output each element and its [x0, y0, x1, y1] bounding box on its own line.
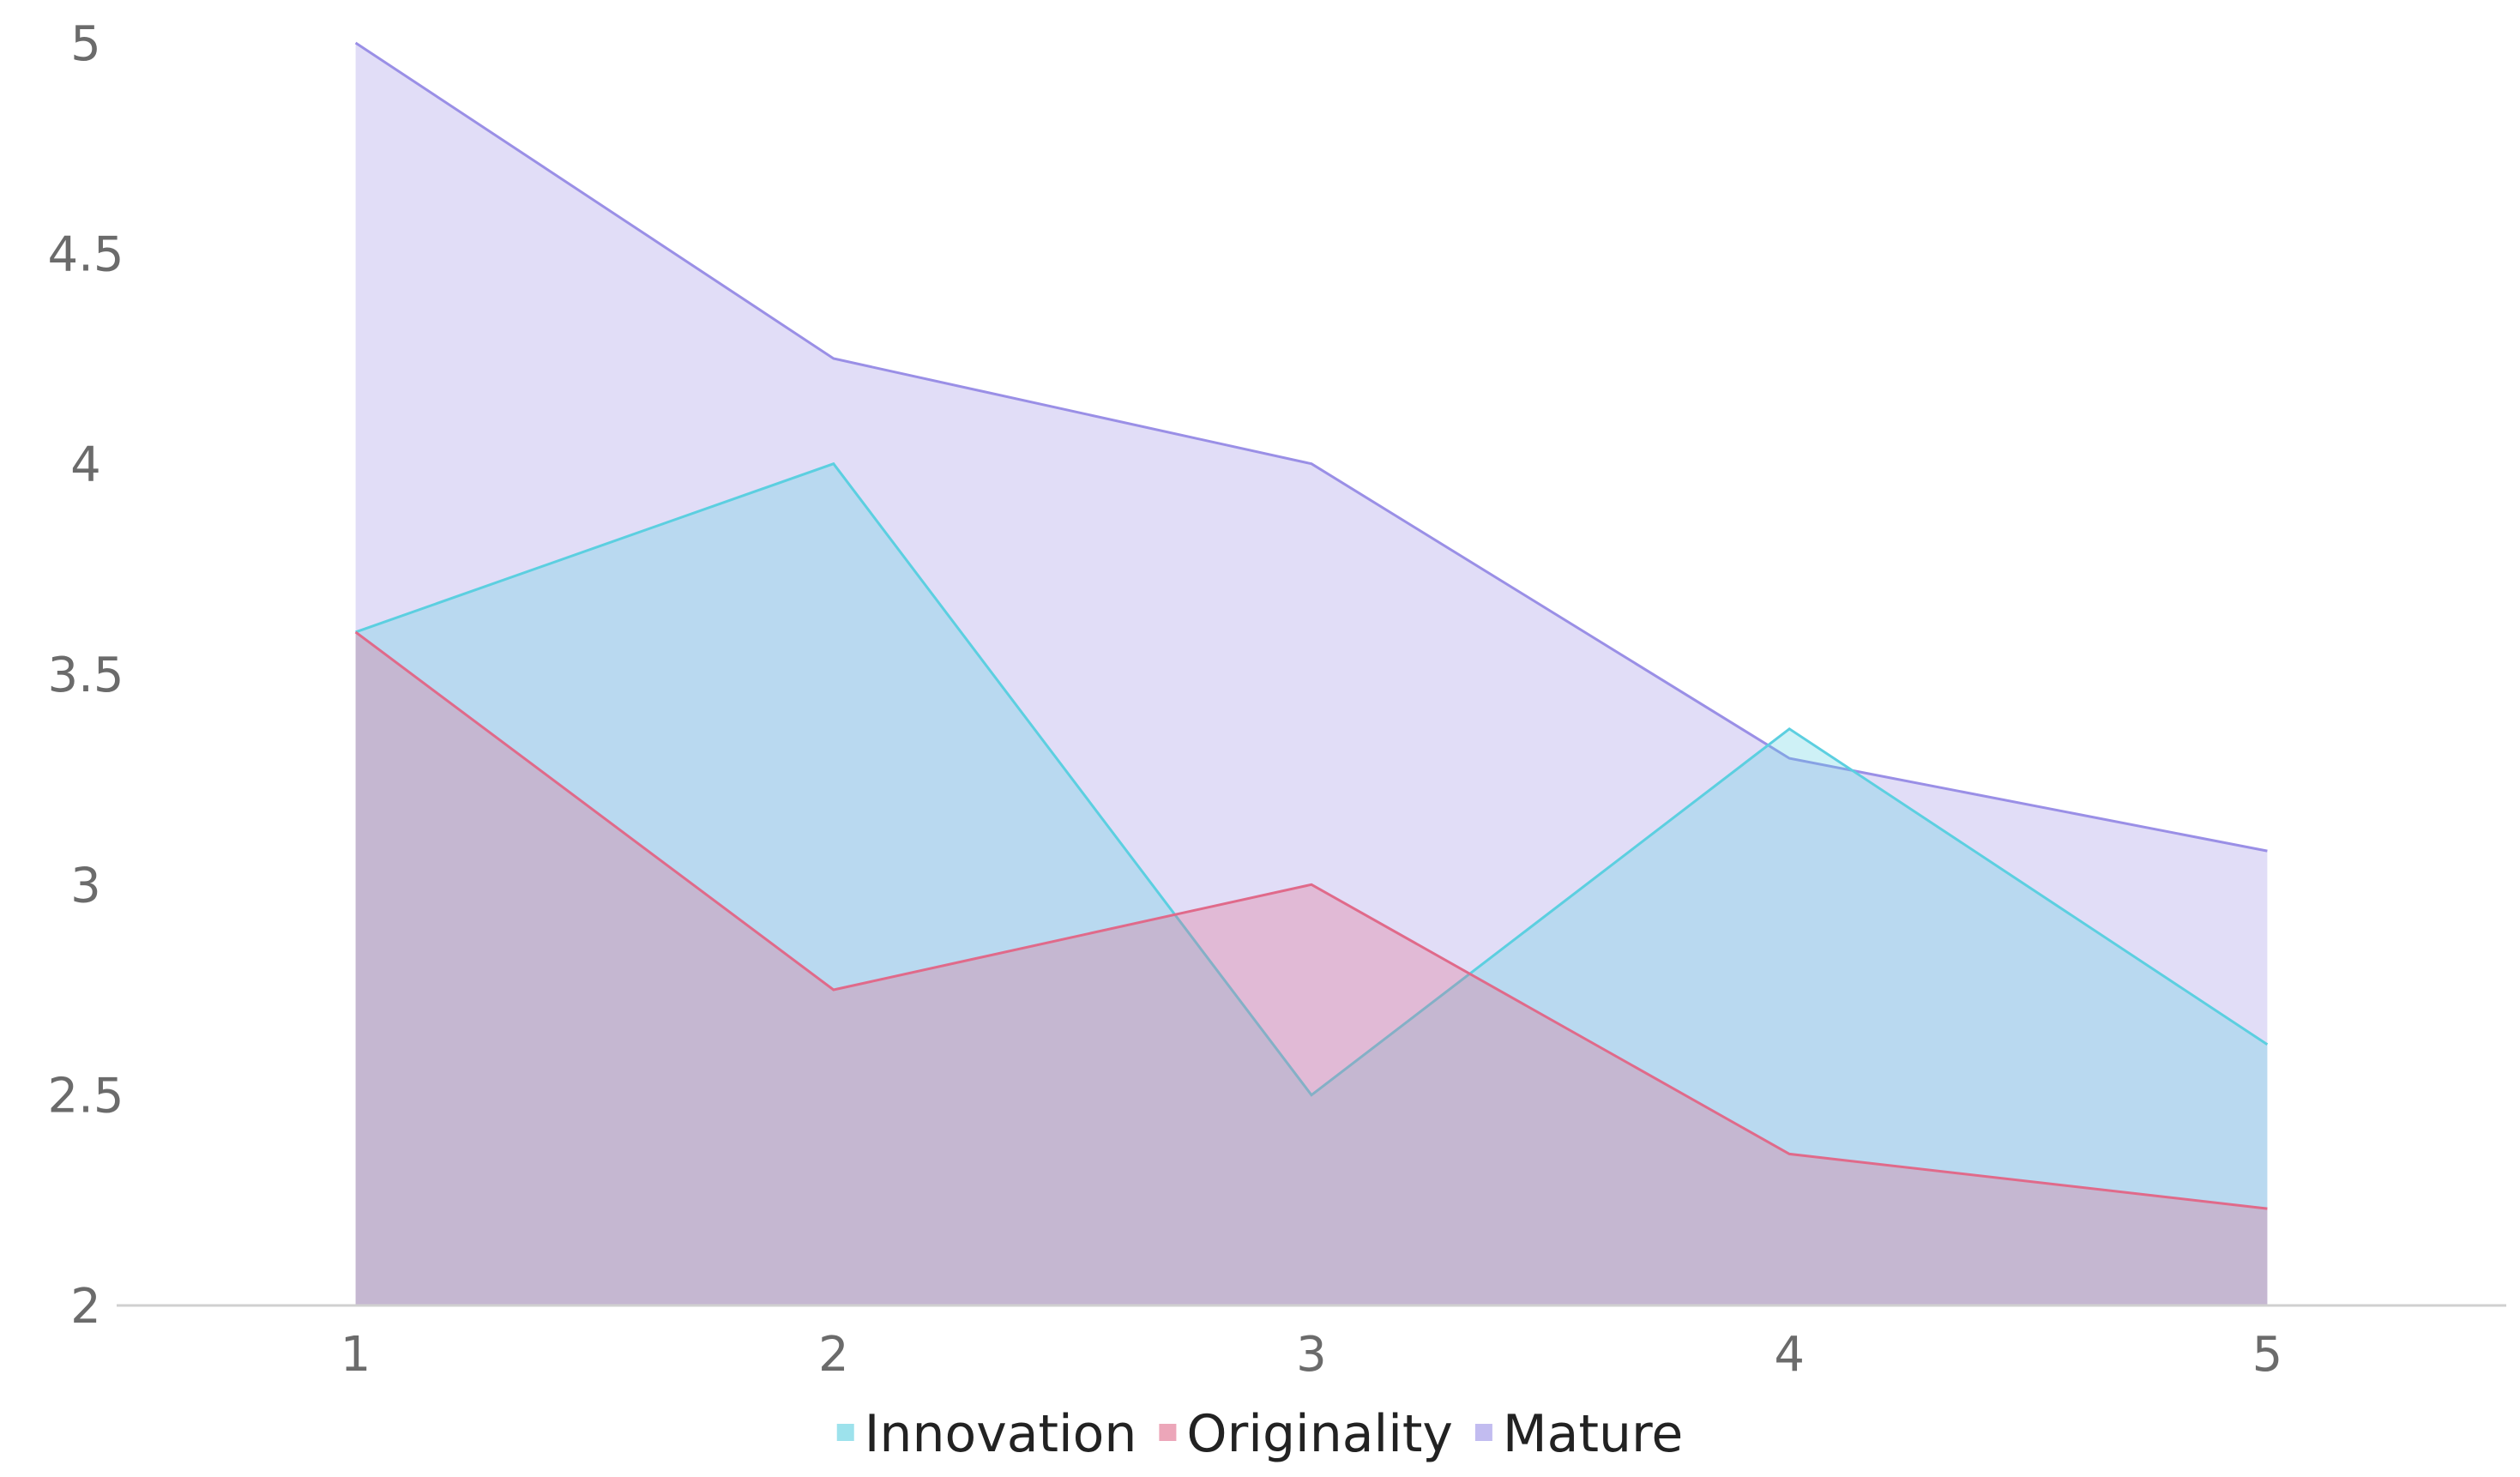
legend-label: Innovation [865, 1404, 1137, 1464]
y-axis-ticks: 2 2.5 3 3.5 4 4.5 5 [47, 16, 124, 1335]
x-tick-label: 5 [2252, 1327, 2283, 1383]
series-line-innovation [355, 461, 2269, 1097]
legend-label: Originality [1186, 1404, 1453, 1464]
x-tick-label: 1 [341, 1327, 371, 1383]
legend-item-originality[interactable]: Originality [1159, 1404, 1453, 1464]
series-area-originality [355, 631, 2268, 1305]
y-tick-label: 3.5 [47, 648, 124, 703]
series-areas [354, 41, 2269, 1305]
series-area-innovation [355, 463, 2268, 1305]
legend-item-mature[interactable]: Mature [1474, 1404, 1683, 1464]
legend-item-innovation[interactable]: Innovation [836, 1404, 1137, 1464]
legend: Innovation Originality Mature [836, 1404, 1683, 1464]
y-tick-label: 5 [70, 16, 101, 72]
x-axis-ticks: 1 2 3 4 5 [341, 1327, 2282, 1383]
legend-swatch [1159, 1424, 1177, 1441]
y-tick-label: 2 [70, 1279, 101, 1335]
y-tick-label: 4 [70, 437, 101, 493]
y-tick-label: 2.5 [47, 1069, 124, 1124]
y-tick-label: 4.5 [47, 226, 124, 282]
legend-label: Mature [1503, 1404, 1683, 1464]
series-line-originality [354, 630, 2268, 1210]
y-tick-label: 3 [70, 858, 101, 913]
x-tick-label: 2 [818, 1327, 849, 1383]
legend-swatch [1474, 1424, 1492, 1441]
legend-swatch [836, 1424, 854, 1441]
series-line-mature [354, 41, 2268, 853]
x-tick-label: 4 [1774, 1327, 1805, 1383]
x-tick-label: 3 [1296, 1327, 1327, 1383]
